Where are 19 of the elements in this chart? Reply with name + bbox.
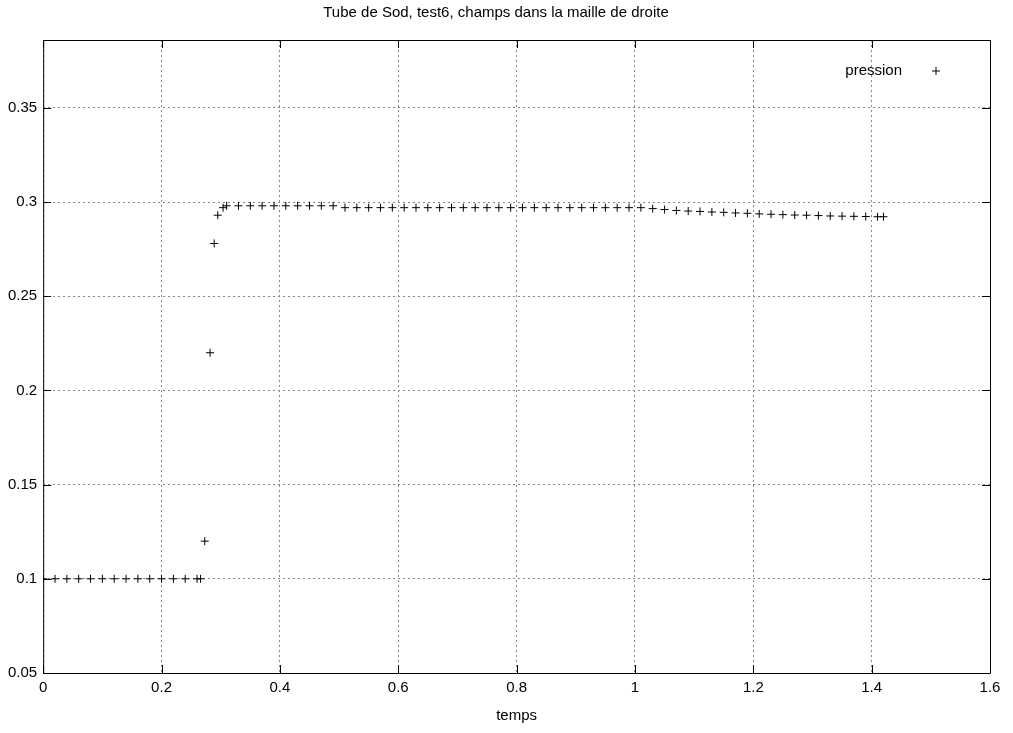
y-tick-label: 0.1 (16, 568, 38, 586)
x-tick-label: 1.2 (742, 678, 764, 696)
chart-title: Tube de Sod, test6, champs dans la maille de droite (323, 3, 669, 21)
y-tick-label: 0.05 (7, 663, 38, 681)
x-tick-label: 0 (39, 678, 48, 696)
x-tick-label: 1.6 (979, 678, 1001, 696)
x-tick-label: 0.2 (151, 678, 172, 696)
y-tick-label: 0.15 (7, 474, 38, 492)
x-tick-label: 0.4 (269, 678, 291, 696)
x-axis-title: temps (496, 706, 538, 724)
y-tick-label: 0.35 (7, 97, 38, 115)
x-tick-label: 0.8 (506, 678, 528, 696)
y-tick-label: 0.25 (7, 286, 38, 304)
x-tick-label: 0.6 (387, 678, 409, 696)
x-tick-label: 1 (630, 678, 640, 696)
legend-label: pression (845, 61, 902, 79)
x-tick-label: 1.4 (861, 678, 883, 696)
y-tick-label: 0.3 (16, 192, 38, 210)
y-tick-label: 0.2 (16, 380, 38, 398)
